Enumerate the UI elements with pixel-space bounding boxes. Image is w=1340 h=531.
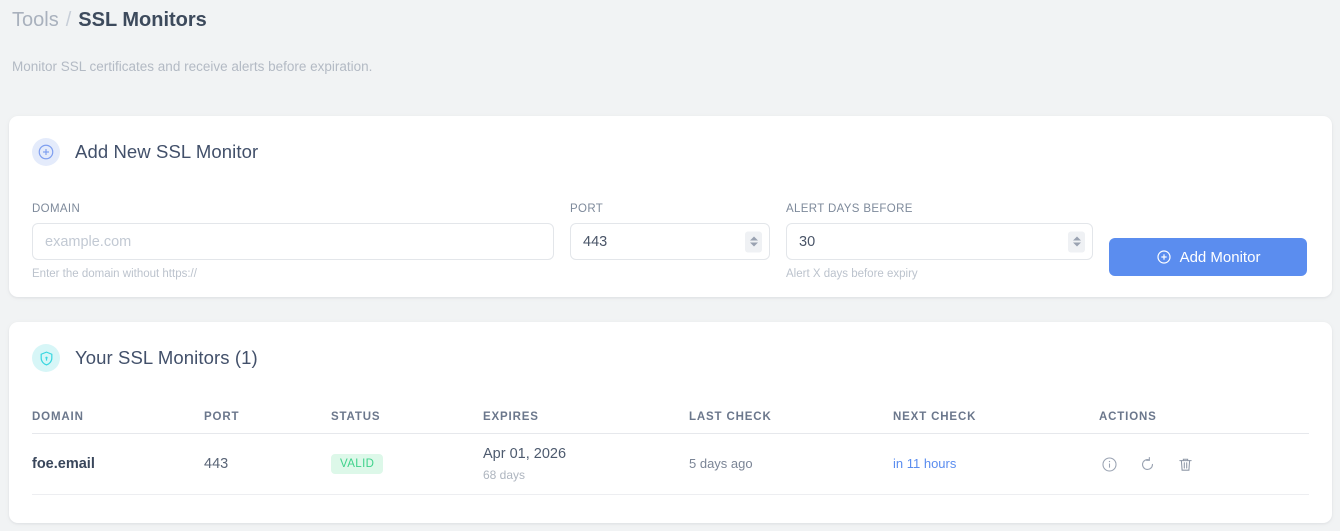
alert-days-input[interactable]: 30 — [786, 223, 1093, 260]
column-header-status: STATUS — [331, 410, 381, 423]
breadcrumb-separator: / — [65, 9, 72, 31]
row-actions — [1099, 454, 1279, 474]
add-monitor-card-header: Add New SSL Monitor — [32, 138, 258, 166]
column-header-next-check: NEXT CHECK — [893, 410, 977, 423]
alert-days-stepper[interactable] — [1068, 231, 1085, 252]
refresh-icon[interactable] — [1137, 454, 1157, 474]
domain-hint: Enter the domain without https:// — [32, 268, 197, 280]
info-icon[interactable] — [1099, 454, 1119, 474]
shield-lock-icon — [32, 344, 60, 372]
port-field: PORT 443 — [570, 203, 770, 260]
breadcrumb: Tools / SSL Monitors — [12, 6, 207, 34]
cell-domain: foe.email — [32, 456, 95, 472]
monitors-list-card: Your SSL Monitors (1) DOMAIN PORT STATUS… — [9, 322, 1332, 523]
cell-expires-remaining: 68 days — [483, 468, 526, 482]
domain-input-placeholder: example.com — [45, 233, 132, 250]
trash-icon[interactable] — [1175, 454, 1195, 474]
cell-expires: Apr 01, 2026 — [483, 446, 567, 462]
alert-days-hint: Alert X days before expiry — [786, 268, 918, 280]
add-monitor-title: Add New SSL Monitor — [75, 141, 259, 162]
domain-label: DOMAIN — [32, 203, 81, 215]
breadcrumb-parent[interactable]: Tools — [12, 9, 59, 31]
add-monitor-button-label: Add Monitor — [1179, 248, 1261, 266]
plus-circle-icon — [1156, 249, 1172, 265]
plus-circle-icon — [32, 138, 60, 166]
column-header-actions: ACTIONS — [1099, 410, 1157, 423]
domain-field: DOMAIN example.com Enter the domain with… — [32, 203, 554, 280]
cell-next-check: in 11 hours — [893, 456, 957, 471]
chevron-down-icon[interactable] — [1072, 242, 1081, 247]
column-header-expires: EXPIRES — [483, 410, 539, 423]
monitors-table: DOMAIN PORT STATUS EXPIRES LAST CHECK NE… — [32, 400, 1309, 495]
monitors-list-title: Your SSL Monitors (1) — [75, 347, 258, 368]
column-header-port: PORT — [204, 410, 240, 423]
alert-days-input-value: 30 — [799, 233, 816, 250]
add-monitor-button[interactable]: Add Monitor — [1109, 238, 1307, 276]
alert-days-field: ALERT DAYS BEFORE 30 Alert X days before… — [786, 203, 1093, 280]
chevron-up-icon[interactable] — [749, 236, 758, 241]
port-label: PORT — [570, 203, 604, 215]
add-monitor-card: Add New SSL Monitor DOMAIN example.com E… — [9, 116, 1332, 297]
chevron-down-icon[interactable] — [749, 242, 758, 247]
page-title: SSL Monitors — [78, 9, 207, 31]
alert-days-label: ALERT DAYS BEFORE — [786, 203, 913, 215]
table-row: foe.email 443 VALID Apr 01, 2026 68 days… — [32, 434, 1309, 495]
monitors-list-card-header: Your SSL Monitors (1) — [32, 344, 258, 372]
chevron-up-icon[interactable] — [1072, 236, 1081, 241]
port-input[interactable]: 443 — [570, 223, 770, 260]
status-badge: VALID — [331, 454, 384, 474]
page-subtitle: Monitor SSL certificates and receive ale… — [12, 59, 373, 74]
port-input-value: 443 — [583, 233, 608, 250]
cell-port: 443 — [204, 456, 229, 472]
port-stepper[interactable] — [745, 231, 762, 252]
column-header-domain: DOMAIN — [32, 410, 84, 423]
domain-input[interactable]: example.com — [32, 223, 554, 260]
table-header-row: DOMAIN PORT STATUS EXPIRES LAST CHECK NE… — [32, 400, 1309, 434]
cell-last-check: 5 days ago — [689, 456, 753, 471]
column-header-last-check: LAST CHECK — [689, 410, 772, 423]
